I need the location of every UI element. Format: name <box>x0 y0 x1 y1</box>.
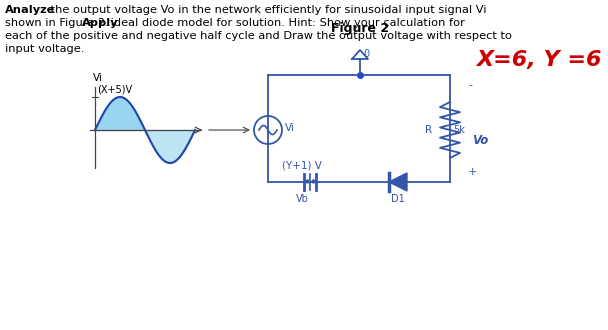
Text: Vb: Vb <box>295 194 308 204</box>
Text: 5k: 5k <box>453 125 465 135</box>
Text: (Y+1) V: (Y+1) V <box>282 160 322 170</box>
Text: the output voltage Vo in the network efficiently for sinusoidal input signal Vi: the output voltage Vo in the network eff… <box>47 5 486 15</box>
Text: Apply: Apply <box>82 18 119 28</box>
Polygon shape <box>389 173 407 191</box>
Text: each of the positive and negative half cycle and Draw the output voltage with re: each of the positive and negative half c… <box>5 31 512 41</box>
Text: X=6, Y =6: X=6, Y =6 <box>477 50 602 70</box>
Text: Vi: Vi <box>93 73 103 83</box>
Text: shown in Figure 2.: shown in Figure 2. <box>5 18 112 28</box>
Text: +: + <box>468 167 477 177</box>
Text: D1: D1 <box>391 194 405 204</box>
Text: Vo: Vo <box>472 134 488 147</box>
Text: ideal diode model for solution. Hint: Show your calculation for: ideal diode model for solution. Hint: Sh… <box>107 18 465 28</box>
Text: 0: 0 <box>363 49 369 59</box>
Text: R: R <box>425 125 432 135</box>
Text: Figure 2: Figure 2 <box>331 22 389 35</box>
Text: (X+5)V: (X+5)V <box>97 84 132 94</box>
Text: Vi: Vi <box>285 123 295 133</box>
Text: Analyze: Analyze <box>5 5 55 15</box>
Text: input voltage.: input voltage. <box>5 44 85 54</box>
Text: -: - <box>468 80 472 90</box>
